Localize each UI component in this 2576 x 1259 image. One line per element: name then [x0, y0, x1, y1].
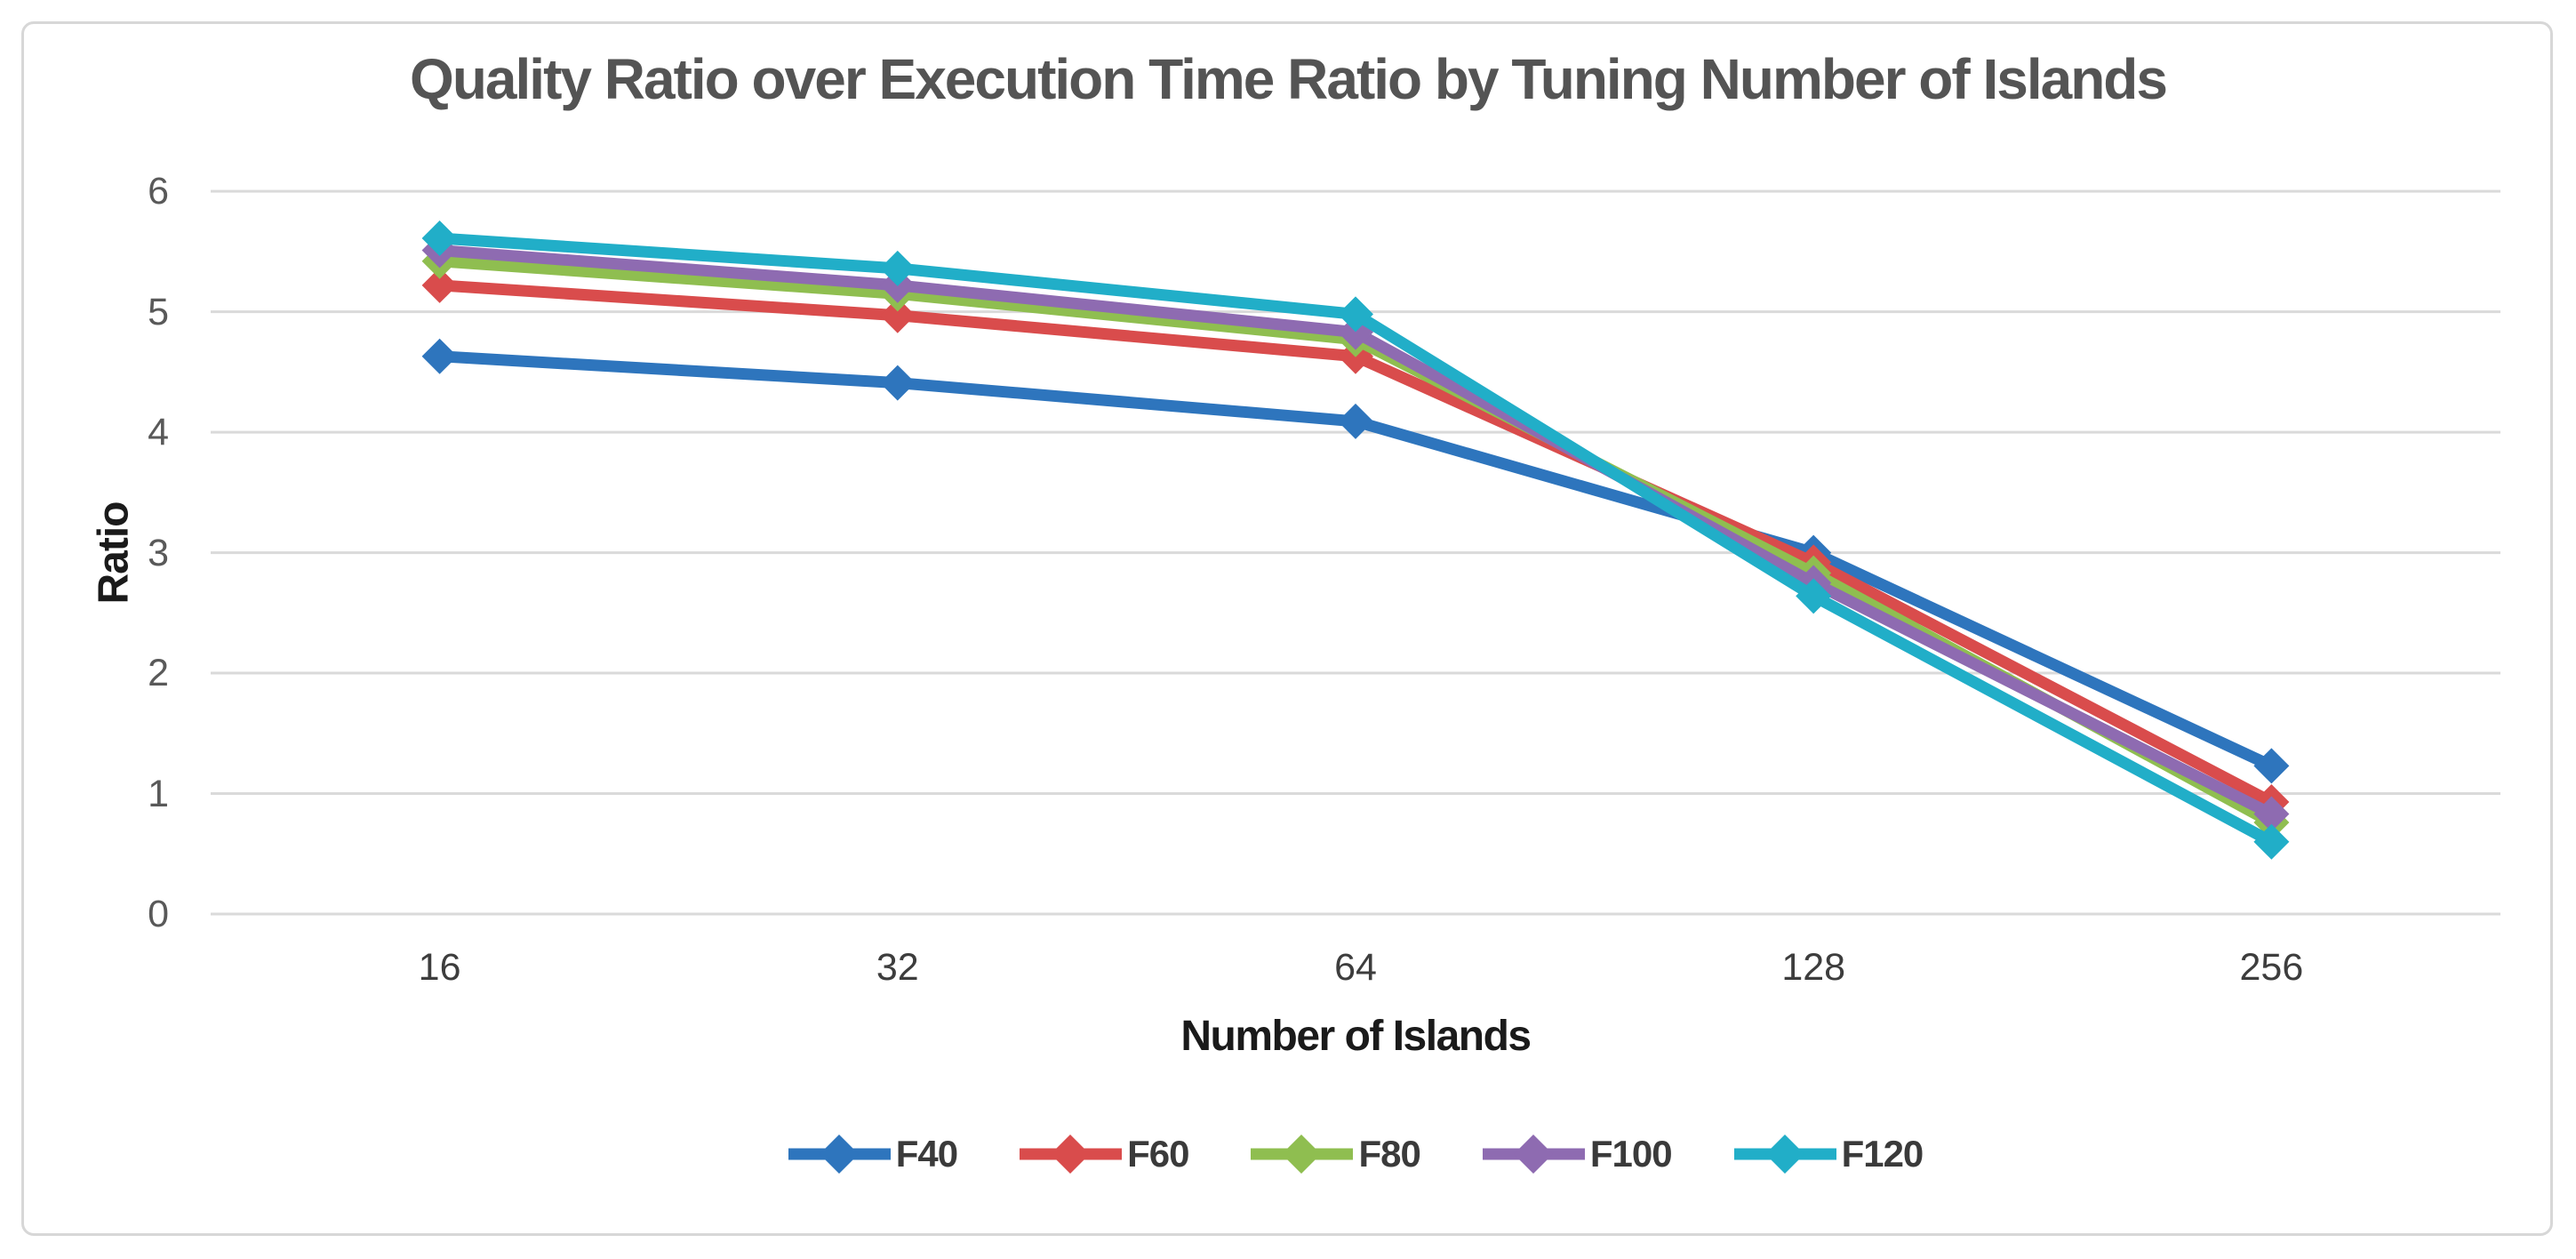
- legend-item-F100: F100: [1482, 1133, 1673, 1175]
- legend-marker-F120: [1733, 1135, 1836, 1174]
- x-tick-label-64: 64: [1334, 946, 1377, 989]
- data-point-F40-32: [879, 365, 916, 401]
- data-point-F60-32: [879, 297, 916, 333]
- x-tick-label-32: 32: [876, 946, 919, 989]
- x-tick-label-16: 16: [418, 946, 461, 989]
- data-point-F40-64: [1338, 403, 1373, 439]
- legend-marker-F60: [1020, 1135, 1123, 1174]
- y-tick-label-2: 2: [148, 652, 169, 695]
- legend-label-F40: F40: [895, 1133, 958, 1175]
- x-tick-label-128: 128: [1781, 946, 1846, 989]
- y-tick-label-6: 6: [148, 170, 169, 213]
- data-point-F120-16: [421, 221, 458, 257]
- chart-frame: [21, 21, 2553, 1236]
- data-point-F100-256: [2253, 796, 2290, 832]
- legend-label-F60: F60: [1127, 1133, 1189, 1175]
- y-tick-label-1: 1: [148, 772, 169, 815]
- data-point-F120-128: [1796, 578, 1832, 614]
- legend-label-F80: F80: [1358, 1133, 1420, 1175]
- legend-item-F60: F60: [1020, 1133, 1189, 1175]
- data-point-F60-16: [421, 267, 458, 303]
- data-point-F120-64: [1338, 296, 1373, 333]
- y-tick-label-5: 5: [148, 290, 169, 333]
- y-tick-label-0: 0: [148, 893, 169, 935]
- chart-title: Quality Ratio over Execution Time Ratio …: [410, 47, 2168, 111]
- legend-item-F80: F80: [1251, 1133, 1421, 1175]
- data-point-F120-32: [879, 250, 916, 286]
- legend: F40 F60 F80 F100 F120: [211, 1126, 2500, 1183]
- data-point-F40-16: [421, 338, 458, 374]
- legend-label-F100: F100: [1589, 1133, 1673, 1175]
- legend-item-F120: F120: [1733, 1133, 1924, 1175]
- data-point-F120-256: [2253, 823, 2290, 860]
- legend-item-F40: F40: [788, 1133, 958, 1175]
- legend-marker-F80: [1251, 1135, 1354, 1174]
- x-tick-label-256: 256: [2239, 946, 2304, 989]
- data-point-F40-256: [2253, 748, 2290, 784]
- legend-marker-F100: [1482, 1135, 1585, 1174]
- legend-label-F120: F120: [1841, 1133, 1924, 1175]
- y-tick-label-3: 3: [148, 531, 169, 574]
- y-tick-label-4: 4: [148, 411, 169, 454]
- x-axis-title: Number of Islands: [1180, 1013, 1532, 1060]
- legend-marker-F40: [788, 1135, 891, 1174]
